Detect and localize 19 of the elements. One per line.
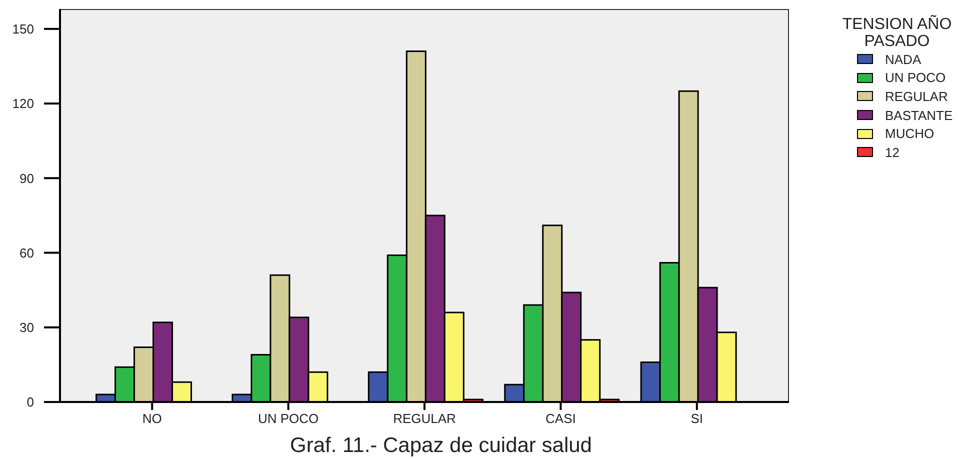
x-tick-label: REGULAR xyxy=(393,411,456,426)
y-tick-label: 60 xyxy=(20,245,34,260)
legend-label: REGULAR xyxy=(885,88,948,104)
y-tick-label: 90 xyxy=(20,170,34,186)
y-tick-label: 30 xyxy=(20,320,34,335)
legend-label: MUCHO xyxy=(885,126,934,142)
legend-title: TENSION AÑO PASADO xyxy=(841,16,953,50)
text: Graf. 11.- Capaz de cuidar salud xyxy=(289,434,593,458)
legend-label: NADA xyxy=(885,52,922,67)
x-tick-label: SI xyxy=(690,411,704,426)
y-tick-label: 0 xyxy=(26,394,34,410)
x-tick-label: NO xyxy=(142,411,162,426)
x-tick-label: CASI xyxy=(546,411,576,426)
legend-label: UN POCO xyxy=(885,70,946,86)
y-tick-label: 120 xyxy=(12,96,34,112)
y-tick-label: 150 xyxy=(12,22,34,37)
legend-label: 12 xyxy=(885,144,900,160)
x-tick-label: UN POCO xyxy=(258,411,319,426)
legend-label: BASTANTE xyxy=(885,108,953,123)
